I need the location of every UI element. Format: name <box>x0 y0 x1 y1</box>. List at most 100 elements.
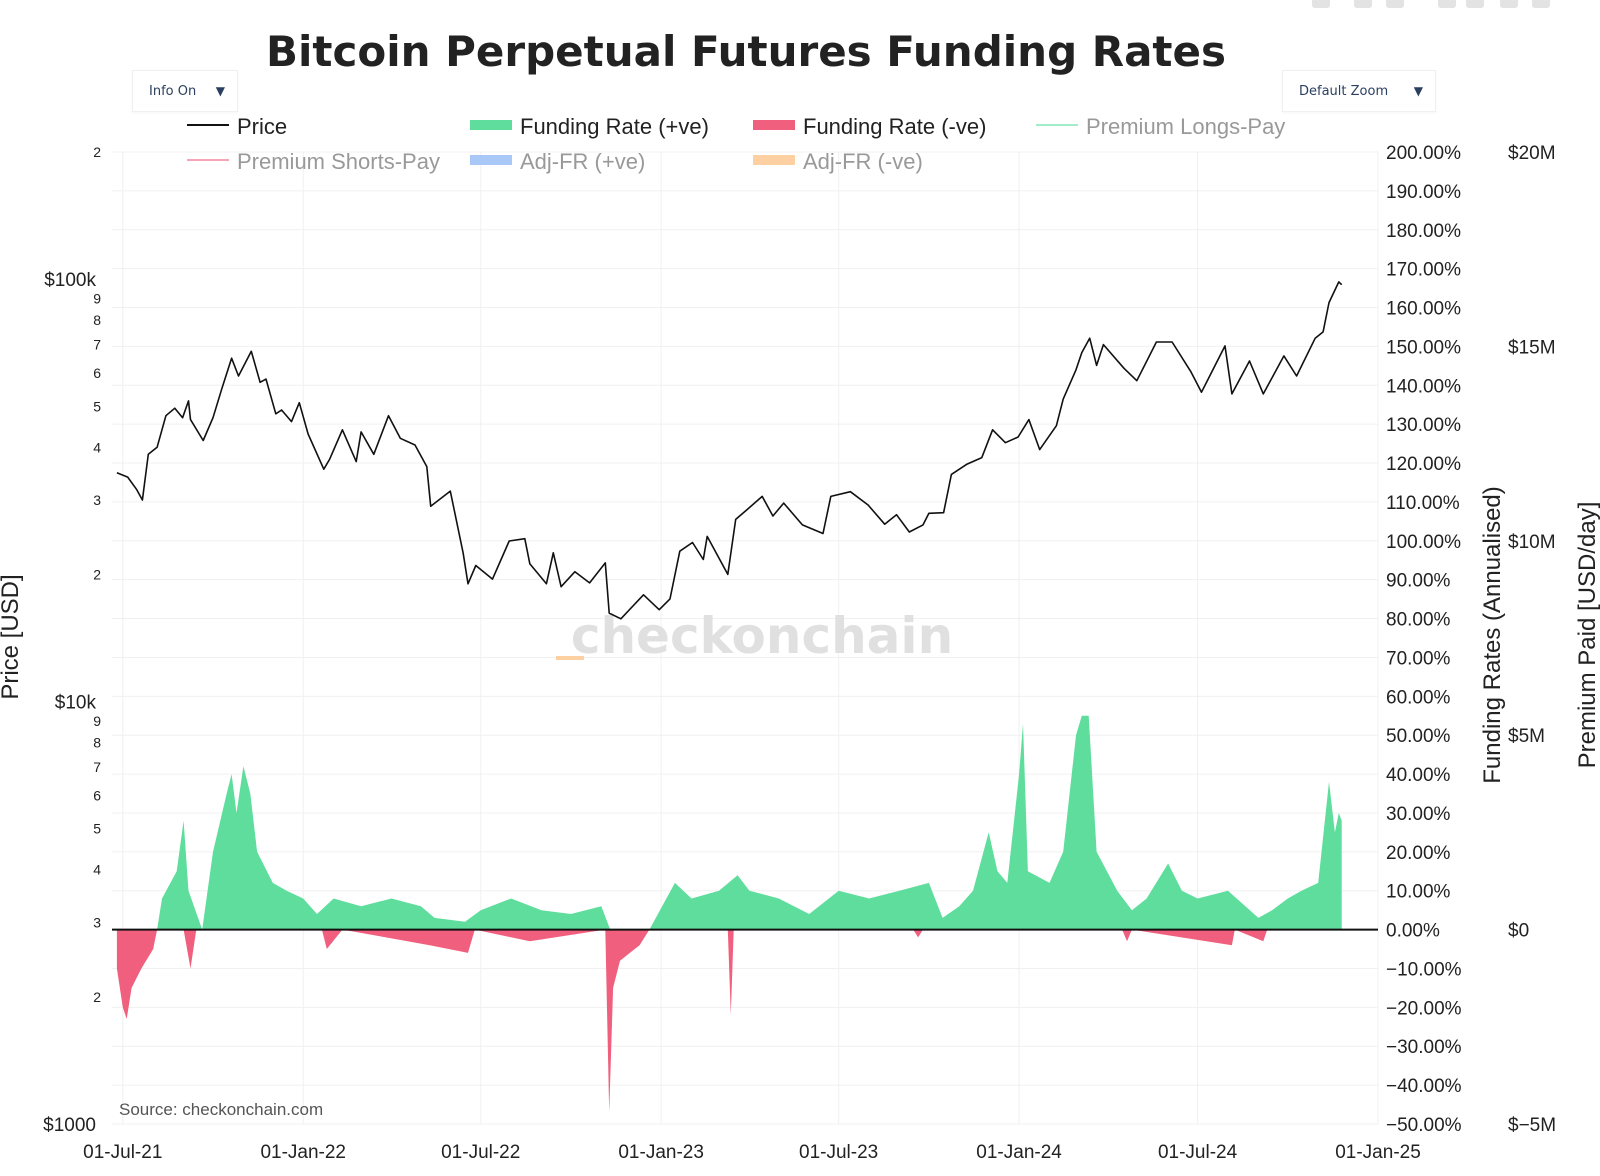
autoscale-icon[interactable] <box>1500 0 1518 8</box>
funding-tick-label: 100.00% <box>1386 532 1461 553</box>
funding-tick-label: 30.00% <box>1386 804 1451 825</box>
funding-tick-label: 140.00% <box>1386 376 1461 397</box>
legend-item[interactable]: Price <box>187 114 287 139</box>
legend-bar-swatch <box>753 155 795 165</box>
funding-negative-area <box>116 929 1342 1113</box>
price-minor-tick-label: 7 <box>93 337 101 353</box>
pan-icon[interactable] <box>1386 0 1404 8</box>
funding-tick-label: 170.00% <box>1386 260 1461 281</box>
funding-tick-label: 110.00% <box>1386 493 1460 514</box>
funding-tick-label: 120.00% <box>1386 454 1461 475</box>
legend-bar-swatch <box>470 155 512 165</box>
funding-tick-label: 200.00% <box>1386 143 1461 164</box>
zoom-dropdown-label: Default Zoom <box>1299 83 1389 99</box>
watermark: checkonchain <box>571 607 953 665</box>
premium-tick-label: $15M <box>1508 337 1556 358</box>
funding-tick-label: 10.00% <box>1386 882 1451 903</box>
funding-tick-label: 160.00% <box>1386 299 1461 320</box>
legend-item[interactable]: Funding Rate (+ve) <box>470 114 709 139</box>
info-dropdown[interactable]: Info On ▼ <box>132 70 238 112</box>
funding-tick-label: 70.00% <box>1386 648 1451 669</box>
zoom-dropdown[interactable]: Default Zoom ▼ <box>1282 70 1436 112</box>
funding-tick-label: −20.00% <box>1386 998 1462 1019</box>
premium-tick-label: $20M <box>1508 143 1556 164</box>
legend-bar-swatch <box>470 120 512 130</box>
funding-tick-label: 20.00% <box>1386 843 1451 864</box>
chevron-down-icon: ▼ <box>215 84 225 98</box>
funding-tick-label: −10.00% <box>1386 959 1462 980</box>
price-minor-tick-label: 3 <box>93 914 101 930</box>
funding-tick-label: −50.00% <box>1386 1115 1462 1136</box>
zoom-out-icon[interactable] <box>1466 0 1484 8</box>
adj-fr-negative-marker <box>556 656 584 660</box>
price-minor-tick-label: 7 <box>93 759 101 775</box>
price-minor-tick-label: 6 <box>93 365 101 381</box>
premium-tick-label: $−5M <box>1508 1115 1556 1136</box>
funding-tick-label: 180.00% <box>1386 221 1461 242</box>
price-minor-tick-label: 4 <box>93 862 101 878</box>
legend-item[interactable]: Premium Longs-Pay <box>1036 114 1285 139</box>
legend-label: Funding Rate (-ve) <box>803 114 986 139</box>
x-tick-label: 01-Jan-23 <box>618 1142 704 1163</box>
funding-tick-label: −30.00% <box>1386 1037 1462 1058</box>
x-tick-label: 01-Jul-21 <box>83 1142 162 1163</box>
funding-tick-label: 80.00% <box>1386 610 1451 631</box>
x-tick-label: 01-Jul-22 <box>441 1142 520 1163</box>
legend-label: Price <box>237 114 287 139</box>
price-minor-tick-label: 5 <box>93 398 101 414</box>
zoom-icon[interactable] <box>1354 0 1372 8</box>
x-tick-label: 01-Jan-22 <box>260 1142 346 1163</box>
price-minor-tick-label: 8 <box>93 735 101 751</box>
source-note: Source: checkonchain.com <box>119 1100 323 1119</box>
legend-item[interactable]: Adj-FR (-ve) <box>753 149 923 174</box>
price-minor-tick-label: 2 <box>93 989 101 1005</box>
info-dropdown-label: Info On <box>149 83 197 99</box>
legend-item[interactable]: Adj-FR (+ve) <box>470 149 645 174</box>
zoom-in-icon[interactable] <box>1438 0 1456 8</box>
legend-item[interactable]: Premium Shorts-Pay <box>187 149 440 174</box>
tick-labels: 01-Jul-21 01-Jan-22 01-Jul-22 01-Jan-23 01-J… <box>43 143 1556 1163</box>
funding-tick-label: 40.00% <box>1386 765 1451 786</box>
premium-tick-label: $0 <box>1508 921 1529 942</box>
funding-tick-label: 60.00% <box>1386 687 1451 708</box>
price-minor-tick-label: 8 <box>93 312 101 328</box>
price-minor-tick-label: 9 <box>93 713 101 729</box>
funding-positive-area <box>116 715 1342 930</box>
funding-tick-label: 50.00% <box>1386 726 1451 747</box>
y-axis-label-price: Price [USD] <box>0 574 24 699</box>
price-minor-tick-label: 5 <box>93 821 101 837</box>
legend-label: Adj-FR (-ve) <box>803 149 923 174</box>
price-tick-label: $10k <box>55 693 97 714</box>
modebar <box>1308 0 1600 10</box>
funding-tick-label: 190.00% <box>1386 182 1461 203</box>
x-tick-label: 01-Jul-23 <box>799 1142 878 1163</box>
legend: Price Funding Rate (+ve) Funding Rate (-ve… <box>187 114 1285 174</box>
price-minor-tick-label: 9 <box>93 290 101 306</box>
funding-tick-label: 0.00% <box>1386 921 1440 942</box>
legend-item[interactable]: Funding Rate (-ve) <box>753 114 986 139</box>
price-line <box>116 281 1343 620</box>
chart-title: Bitcoin Perpetual Futures Funding Rates <box>266 27 1226 76</box>
legend-label: Premium Shorts-Pay <box>237 149 440 174</box>
x-tick-label: 01-Jan-24 <box>976 1142 1062 1163</box>
series-layer <box>112 281 1378 1113</box>
x-tick-label: 01-Jan-25 <box>1335 1142 1421 1163</box>
legend-label: Premium Longs-Pay <box>1086 114 1285 139</box>
legend-label: Funding Rate (+ve) <box>520 114 709 139</box>
price-minor-tick-label: 3 <box>93 492 101 508</box>
legend-bar-swatch <box>753 120 795 130</box>
price-tick-label: $1000 <box>43 1115 96 1136</box>
price-tick-label: $100k <box>44 270 96 291</box>
premium-tick-label: $10M <box>1508 532 1556 553</box>
funding-tick-label: 130.00% <box>1386 415 1461 436</box>
camera-icon[interactable] <box>1312 0 1330 8</box>
price-minor-tick-label: 4 <box>93 439 101 455</box>
chevron-down-icon: ▼ <box>1413 84 1423 98</box>
funding-tick-label: 90.00% <box>1386 571 1451 592</box>
reset-axes-icon[interactable] <box>1532 0 1550 8</box>
funding-tick-label: 150.00% <box>1386 337 1461 358</box>
legend-label: Adj-FR (+ve) <box>520 149 645 174</box>
y-axis-label-premium: Premium Paid [USD/day] <box>1574 502 1600 769</box>
premium-tick-label: $5M <box>1508 726 1545 747</box>
